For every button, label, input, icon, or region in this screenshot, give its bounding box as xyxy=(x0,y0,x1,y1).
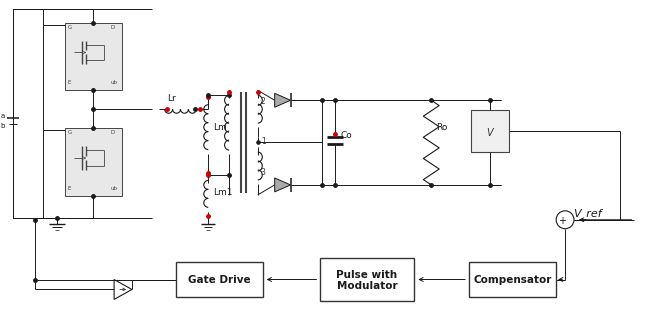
Text: G: G xyxy=(68,24,72,30)
Text: Lm: Lm xyxy=(214,123,227,132)
Text: Co: Co xyxy=(340,131,352,140)
Text: Lr: Lr xyxy=(167,94,175,103)
Text: Pulse with
Modulator: Pulse with Modulator xyxy=(337,270,397,291)
Bar xyxy=(471,110,508,152)
Polygon shape xyxy=(275,178,290,192)
Text: D: D xyxy=(110,24,115,30)
Text: a: a xyxy=(1,113,5,119)
Bar xyxy=(64,22,122,90)
Text: 3: 3 xyxy=(261,168,266,177)
Text: Compensator: Compensator xyxy=(473,275,552,286)
Text: ub: ub xyxy=(110,186,117,191)
Text: E: E xyxy=(68,80,71,85)
Text: V: V xyxy=(486,128,493,138)
Text: 2: 2 xyxy=(261,97,266,106)
Text: G: G xyxy=(68,130,72,135)
Bar xyxy=(64,128,122,196)
Bar xyxy=(176,261,263,297)
Text: Ro: Ro xyxy=(436,123,448,132)
Bar xyxy=(469,261,556,297)
Text: Gate Drive: Gate Drive xyxy=(188,275,251,286)
Text: 1: 1 xyxy=(261,137,266,146)
Text: Lm1: Lm1 xyxy=(214,188,232,197)
Text: E: E xyxy=(68,186,71,191)
Text: b: b xyxy=(1,123,5,129)
Text: V_ref: V_ref xyxy=(573,208,602,219)
Bar xyxy=(320,258,415,302)
Text: ub: ub xyxy=(110,80,117,85)
Text: +: + xyxy=(558,216,566,226)
Text: D: D xyxy=(110,130,115,135)
Polygon shape xyxy=(275,93,290,107)
